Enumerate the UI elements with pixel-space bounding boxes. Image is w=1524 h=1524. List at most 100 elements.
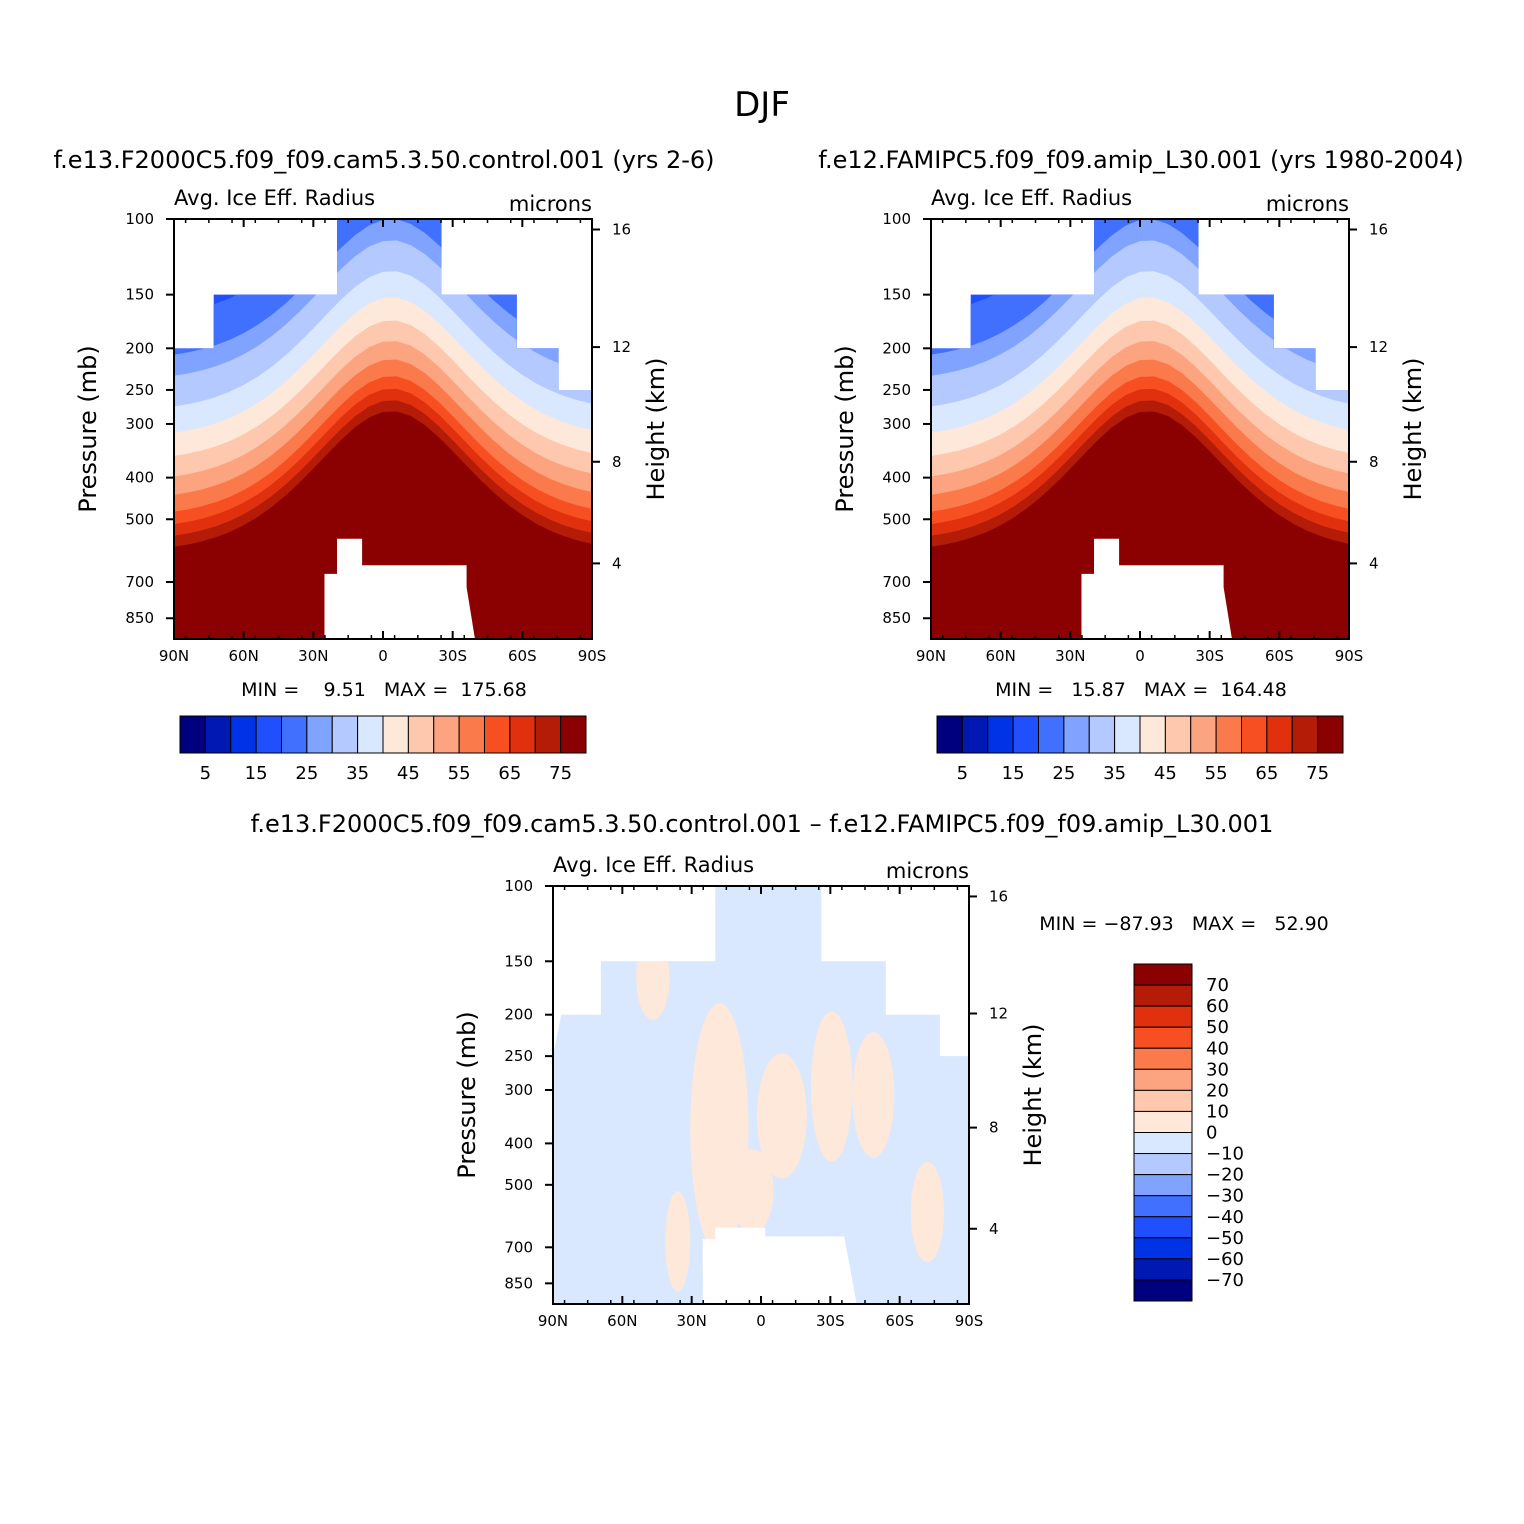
y-right-tick-label: 4 (989, 1220, 999, 1238)
colorbar-label: 70 (1206, 975, 1229, 996)
x-tick-label: 0 (378, 647, 388, 665)
x-tick-label: 90N (538, 1312, 568, 1330)
colorbar-label: 25 (295, 763, 318, 784)
panel-title: f.e13.F2000C5.f09_f09.cam5.3.50.control.… (53, 146, 714, 174)
y-tick-label: 150 (504, 952, 533, 970)
panel-title: f.e13.F2000C5.f09_f09.cam5.3.50.control.… (251, 810, 1274, 838)
colorbar-box (306, 715, 333, 754)
y-right-tick-label: 8 (612, 453, 622, 471)
y-tick-label: 700 (504, 1238, 533, 1256)
y-right-tick-label: 8 (1369, 453, 1379, 471)
surface-mask (324, 538, 475, 639)
x-tick-label: 30N (677, 1312, 707, 1330)
y-right-tick-label: 12 (989, 1004, 1008, 1022)
colorbar-label: 45 (1154, 763, 1177, 784)
colorbar-label: −40 (1206, 1207, 1244, 1228)
y-tick-label: 100 (504, 877, 533, 895)
colorbar-label: −50 (1206, 1228, 1244, 1249)
colorbar-box (433, 715, 460, 754)
colorbar-box (1291, 715, 1319, 754)
colorbar-label: 75 (1306, 763, 1329, 784)
y-tick-label: 150 (125, 286, 154, 304)
y-tick-label: 500 (882, 510, 911, 528)
x-tick-label: 30S (438, 647, 467, 665)
y-axis-label: Pressure (mb) (453, 1011, 481, 1178)
y-tick-label: 250 (504, 1047, 533, 1065)
y-tick-label: 400 (504, 1134, 533, 1152)
colorbar-box (1133, 984, 1193, 1007)
colorbar-box (1190, 715, 1217, 754)
y-tick-label: 500 (125, 510, 154, 528)
colorbar-label: −30 (1206, 1186, 1244, 1207)
y-right-tick-label: 8 (989, 1119, 999, 1137)
colorbar-box (281, 715, 308, 754)
colorbar-label: 75 (549, 763, 572, 784)
y-tick-label: 400 (882, 469, 911, 487)
y-right-tick-label: 4 (612, 554, 622, 572)
colorbar-box (1133, 1132, 1193, 1155)
x-tick-label: 90N (159, 647, 189, 665)
colorbar-box (987, 715, 1014, 754)
colorbar-label: 50 (1206, 1017, 1229, 1038)
colorbar-label: 5 (200, 763, 211, 784)
y-tick-label: 500 (504, 1176, 533, 1194)
units-label: microns (886, 859, 969, 883)
y-right-tick-label: 16 (1369, 221, 1388, 239)
y-tick-label: 850 (882, 609, 911, 627)
x-tick-label: 90S (578, 647, 607, 665)
colorbar-box (1133, 1068, 1193, 1091)
colorbar-box (1317, 715, 1344, 754)
y-right-tick-label: 16 (989, 887, 1008, 905)
colorbar-box (1133, 1195, 1193, 1218)
y-right-tick-label: 4 (1369, 554, 1379, 572)
colorbar-label: 65 (1255, 763, 1278, 784)
figure-title: DJF (734, 85, 790, 125)
colorbar: 5 15 25 35 45 55 65 75 (179, 715, 587, 784)
min-max-text: MIN = −87.93 MAX = 52.90 (1039, 913, 1329, 935)
contour-band (731, 1149, 774, 1233)
colorbar-box (1241, 715, 1268, 754)
colorbar: 5 15 25 35 45 55 65 75 (936, 715, 1344, 784)
colorbar-box (1139, 715, 1166, 754)
y-right-axis-label: Height (km) (1399, 358, 1427, 501)
colorbar-label: 10 (1206, 1101, 1229, 1122)
colorbar-box (509, 715, 536, 754)
contour-band (636, 936, 670, 1020)
colorbar-box (1266, 715, 1293, 754)
min-max-text: MIN = 9.51 MAX = 175.68 (241, 679, 527, 701)
amip-panel: f.e12.FAMIPC5.f09_f09.amip_L30.001 (yrs … (818, 146, 1464, 784)
colorbar-label: 0 (1206, 1123, 1217, 1144)
colorbar-box (1012, 715, 1039, 754)
y-axis-label: Pressure (mb) (74, 345, 102, 512)
colorbar-label: 65 (498, 763, 521, 784)
y-tick-label: 200 (125, 339, 154, 357)
x-tick-label: 90N (916, 647, 946, 665)
colorbar-box (204, 715, 232, 754)
x-tick-label: 0 (1135, 647, 1145, 665)
colorbar-label: 55 (448, 763, 471, 784)
colorbar-box (1133, 1216, 1193, 1239)
y-tick-label: 250 (882, 381, 911, 399)
y-tick-label: 200 (504, 1006, 533, 1024)
colorbar-box (331, 715, 359, 754)
x-tick-label: 60N (986, 647, 1016, 665)
x-tick-label: 30N (298, 647, 328, 665)
colorbar-label: 30 (1206, 1059, 1229, 1080)
y-tick-label: 300 (882, 415, 911, 433)
contour-band (665, 1191, 691, 1292)
colorbar-box (1038, 715, 1065, 754)
colorbar-label: −60 (1206, 1249, 1244, 1270)
control-panel: f.e13.F2000C5.f09_f09.cam5.3.50.control.… (53, 146, 714, 784)
colorbar-box (1133, 1279, 1193, 1302)
y-right-tick-label: 12 (1369, 338, 1388, 356)
units-label: microns (1266, 192, 1349, 216)
colorbar-box (1133, 1258, 1193, 1281)
contour-band (931, 411, 1349, 639)
colorbar-box (357, 715, 384, 754)
colorbar-box (382, 715, 409, 754)
colorbar-box (255, 715, 282, 754)
variable-label: Avg. Ice Eff. Radius (553, 853, 754, 877)
colorbar-box (1133, 963, 1193, 986)
colorbar-box (179, 715, 206, 754)
